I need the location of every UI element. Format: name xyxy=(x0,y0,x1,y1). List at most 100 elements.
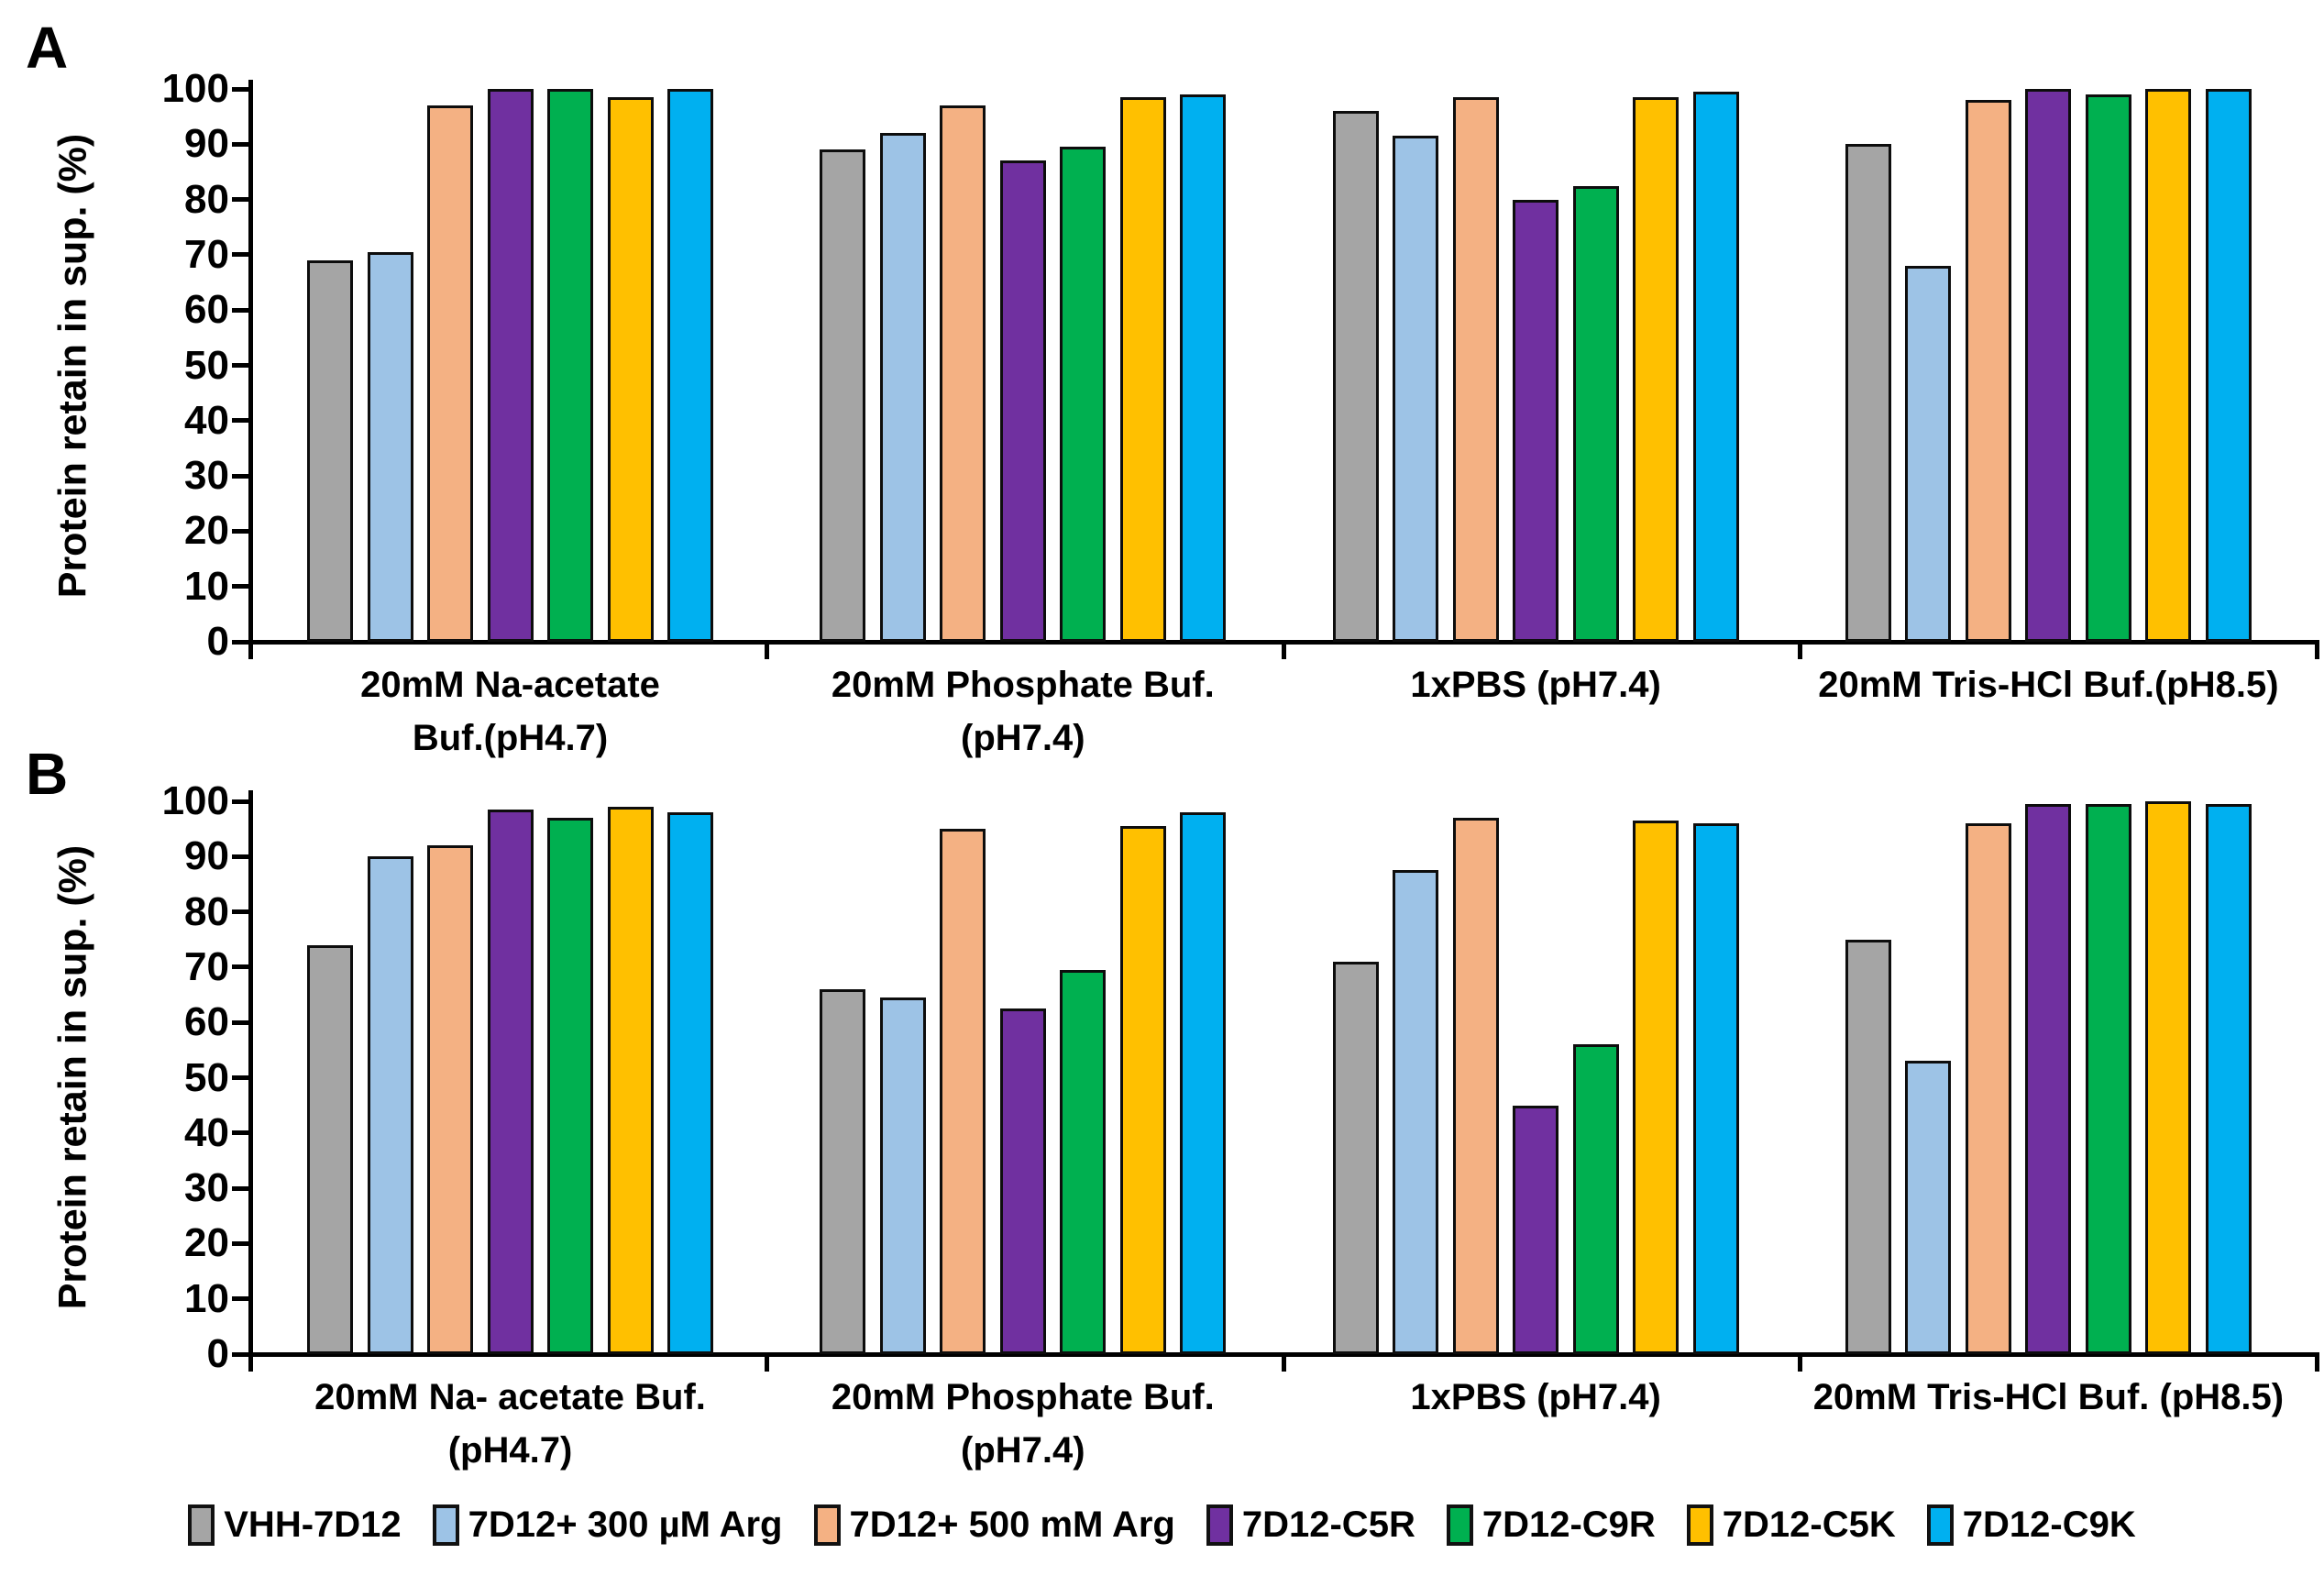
y-tick-mark xyxy=(232,964,248,970)
bar-VHH-7D12-cat2 xyxy=(820,149,866,642)
y-tick-mark xyxy=(232,584,248,590)
y-tick-mark xyxy=(232,307,248,313)
legend-item: 7D12+ 500 mM Arg xyxy=(813,1504,1175,1546)
legend-swatch-icon xyxy=(1926,1504,1954,1546)
y-tick-label: 40 xyxy=(184,1109,229,1155)
bar-7D12-C5K-cat2 xyxy=(1119,826,1166,1354)
bar-7D12+ 500 mM Arg-cat2 xyxy=(940,829,986,1354)
legend-label: 7D12+ 300 µM Arg xyxy=(468,1504,783,1545)
bar-7D12+ 500 mM Arg-cat1 xyxy=(427,845,473,1354)
legend-swatch-icon xyxy=(1446,1504,1473,1546)
panel-a-y-axis xyxy=(248,80,253,644)
x-tick-mark xyxy=(1798,1357,1802,1372)
legend-label: VHH-7D12 xyxy=(224,1504,402,1545)
bar-7D12+ 300 µM Arg-cat2 xyxy=(879,997,926,1354)
bar-7D12-C5K-cat3 xyxy=(1633,97,1680,642)
bar-7D12+ 500 mM Arg-cat4 xyxy=(1965,823,2011,1354)
legend-swatch-icon xyxy=(188,1504,215,1546)
bar-7D12-C9K-cat3 xyxy=(1692,92,1739,642)
x-category-label: 20mM Phosphate Buf. (pH7.4) xyxy=(831,665,1215,758)
y-tick-mark xyxy=(232,1351,248,1357)
bar-7D12-C5K-cat4 xyxy=(2145,89,2192,642)
x-tick-mark xyxy=(765,1357,769,1372)
legend-item: 7D12-C9K xyxy=(1926,1504,2136,1546)
bar-7D12-C5K-cat2 xyxy=(1119,97,1166,642)
bar-7D12-C9R-cat4 xyxy=(2085,94,2131,642)
legend-label: 7D12-C9K xyxy=(1962,1504,2136,1545)
x-tick-mark xyxy=(1281,1357,1286,1372)
y-tick-label: 10 xyxy=(184,563,229,609)
bar-VHH-7D12-cat2 xyxy=(820,989,866,1354)
panel-b-y-axis-title: Protein retain in sup. (%) xyxy=(50,844,95,1310)
legend-swatch-icon xyxy=(1686,1504,1713,1546)
y-tick-mark xyxy=(232,141,248,147)
bar-7D12-C5R-cat1 xyxy=(487,89,534,642)
bar-7D12-C9R-cat2 xyxy=(1060,969,1107,1354)
bar-7D12-C9R-cat3 xyxy=(1572,185,1619,642)
y-tick-label: 30 xyxy=(184,1165,229,1211)
bar-7D12-C9K-cat4 xyxy=(2205,89,2252,642)
y-tick-mark xyxy=(232,252,248,258)
x-category-label: 20mM Tris-HCl Buf.(pH8.5) xyxy=(1818,665,2279,705)
x-category-label: 20mM Na- acetate Buf. (pH4.7) xyxy=(314,1377,706,1471)
legend-item: 7D12-C5K xyxy=(1686,1504,1896,1546)
bar-7D12+ 300 µM Arg-cat2 xyxy=(879,133,926,642)
y-tick-label: 80 xyxy=(184,176,229,222)
bar-VHH-7D12-cat4 xyxy=(1845,939,1891,1354)
bar-VHH-7D12-cat1 xyxy=(307,944,353,1354)
y-tick-label: 70 xyxy=(184,943,229,989)
y-tick-mark xyxy=(232,86,248,92)
bar-7D12-C5R-cat4 xyxy=(2025,89,2072,642)
y-tick-mark xyxy=(232,1019,248,1025)
y-tick-label: 30 xyxy=(184,453,229,499)
x-tick-mark xyxy=(2314,645,2319,659)
bar-7D12-C9K-cat2 xyxy=(1180,812,1227,1354)
y-tick-label: 20 xyxy=(184,508,229,554)
bar-7D12-C5K-cat1 xyxy=(607,807,654,1354)
y-tick-label: 0 xyxy=(206,619,229,664)
bar-7D12-C5R-cat3 xyxy=(1513,1105,1559,1354)
legend-item: 7D12+ 300 µM Arg xyxy=(432,1504,783,1546)
bar-7D12+ 300 µM Arg-cat1 xyxy=(367,251,413,642)
y-tick-label: 60 xyxy=(184,999,229,1045)
y-tick-mark xyxy=(232,363,248,368)
y-tick-label: 90 xyxy=(184,121,229,167)
y-tick-label: 10 xyxy=(184,1275,229,1321)
x-tick-mark xyxy=(1281,645,1286,659)
bar-7D12+ 500 mM Arg-cat4 xyxy=(1965,100,2011,642)
bar-7D12-C5R-cat2 xyxy=(999,1008,1046,1354)
panel-a-x-axis xyxy=(248,640,2319,645)
bar-7D12-C9R-cat2 xyxy=(1060,147,1107,642)
panel-b-letter: B xyxy=(26,741,69,807)
x-category-label: 20mM Tris-HCl Buf. (pH8.5) xyxy=(1812,1377,2285,1417)
y-tick-mark xyxy=(232,473,248,479)
legend-label: 7D12-C9R xyxy=(1481,1504,1656,1545)
y-tick-mark xyxy=(232,528,248,534)
bar-VHH-7D12-cat3 xyxy=(1332,111,1379,642)
y-tick-mark xyxy=(232,639,248,645)
bar-7D12+ 300 µM Arg-cat4 xyxy=(1905,265,1952,642)
x-tick-mark xyxy=(248,1357,253,1372)
y-tick-mark xyxy=(232,909,248,915)
panel-b-y-axis xyxy=(248,790,253,1356)
x-tick-mark xyxy=(765,645,769,659)
bar-7D12-C5R-cat4 xyxy=(2025,804,2072,1354)
x-tick-mark xyxy=(2314,1357,2319,1372)
y-tick-label: 100 xyxy=(161,778,229,823)
legend-item: 7D12-C9R xyxy=(1446,1504,1656,1546)
bar-VHH-7D12-cat3 xyxy=(1332,961,1379,1354)
y-tick-label: 80 xyxy=(184,888,229,934)
panel-b-x-axis xyxy=(248,1352,2319,1357)
y-tick-mark xyxy=(232,418,248,424)
bar-7D12-C5K-cat1 xyxy=(607,97,654,642)
x-category-label: 20mM Phosphate Buf. (pH7.4) xyxy=(831,1377,1215,1471)
x-tick-mark xyxy=(248,645,253,659)
y-tick-label: 20 xyxy=(184,1220,229,1266)
y-tick-mark xyxy=(232,1240,248,1246)
x-category-label: 20mM Na-acetate Buf.(pH4.7) xyxy=(360,665,660,758)
y-tick-mark xyxy=(232,1185,248,1191)
bar-7D12+ 300 µM Arg-cat3 xyxy=(1393,870,1439,1354)
legend-swatch-icon xyxy=(1206,1504,1233,1546)
legend-item: VHH-7D12 xyxy=(188,1504,402,1546)
